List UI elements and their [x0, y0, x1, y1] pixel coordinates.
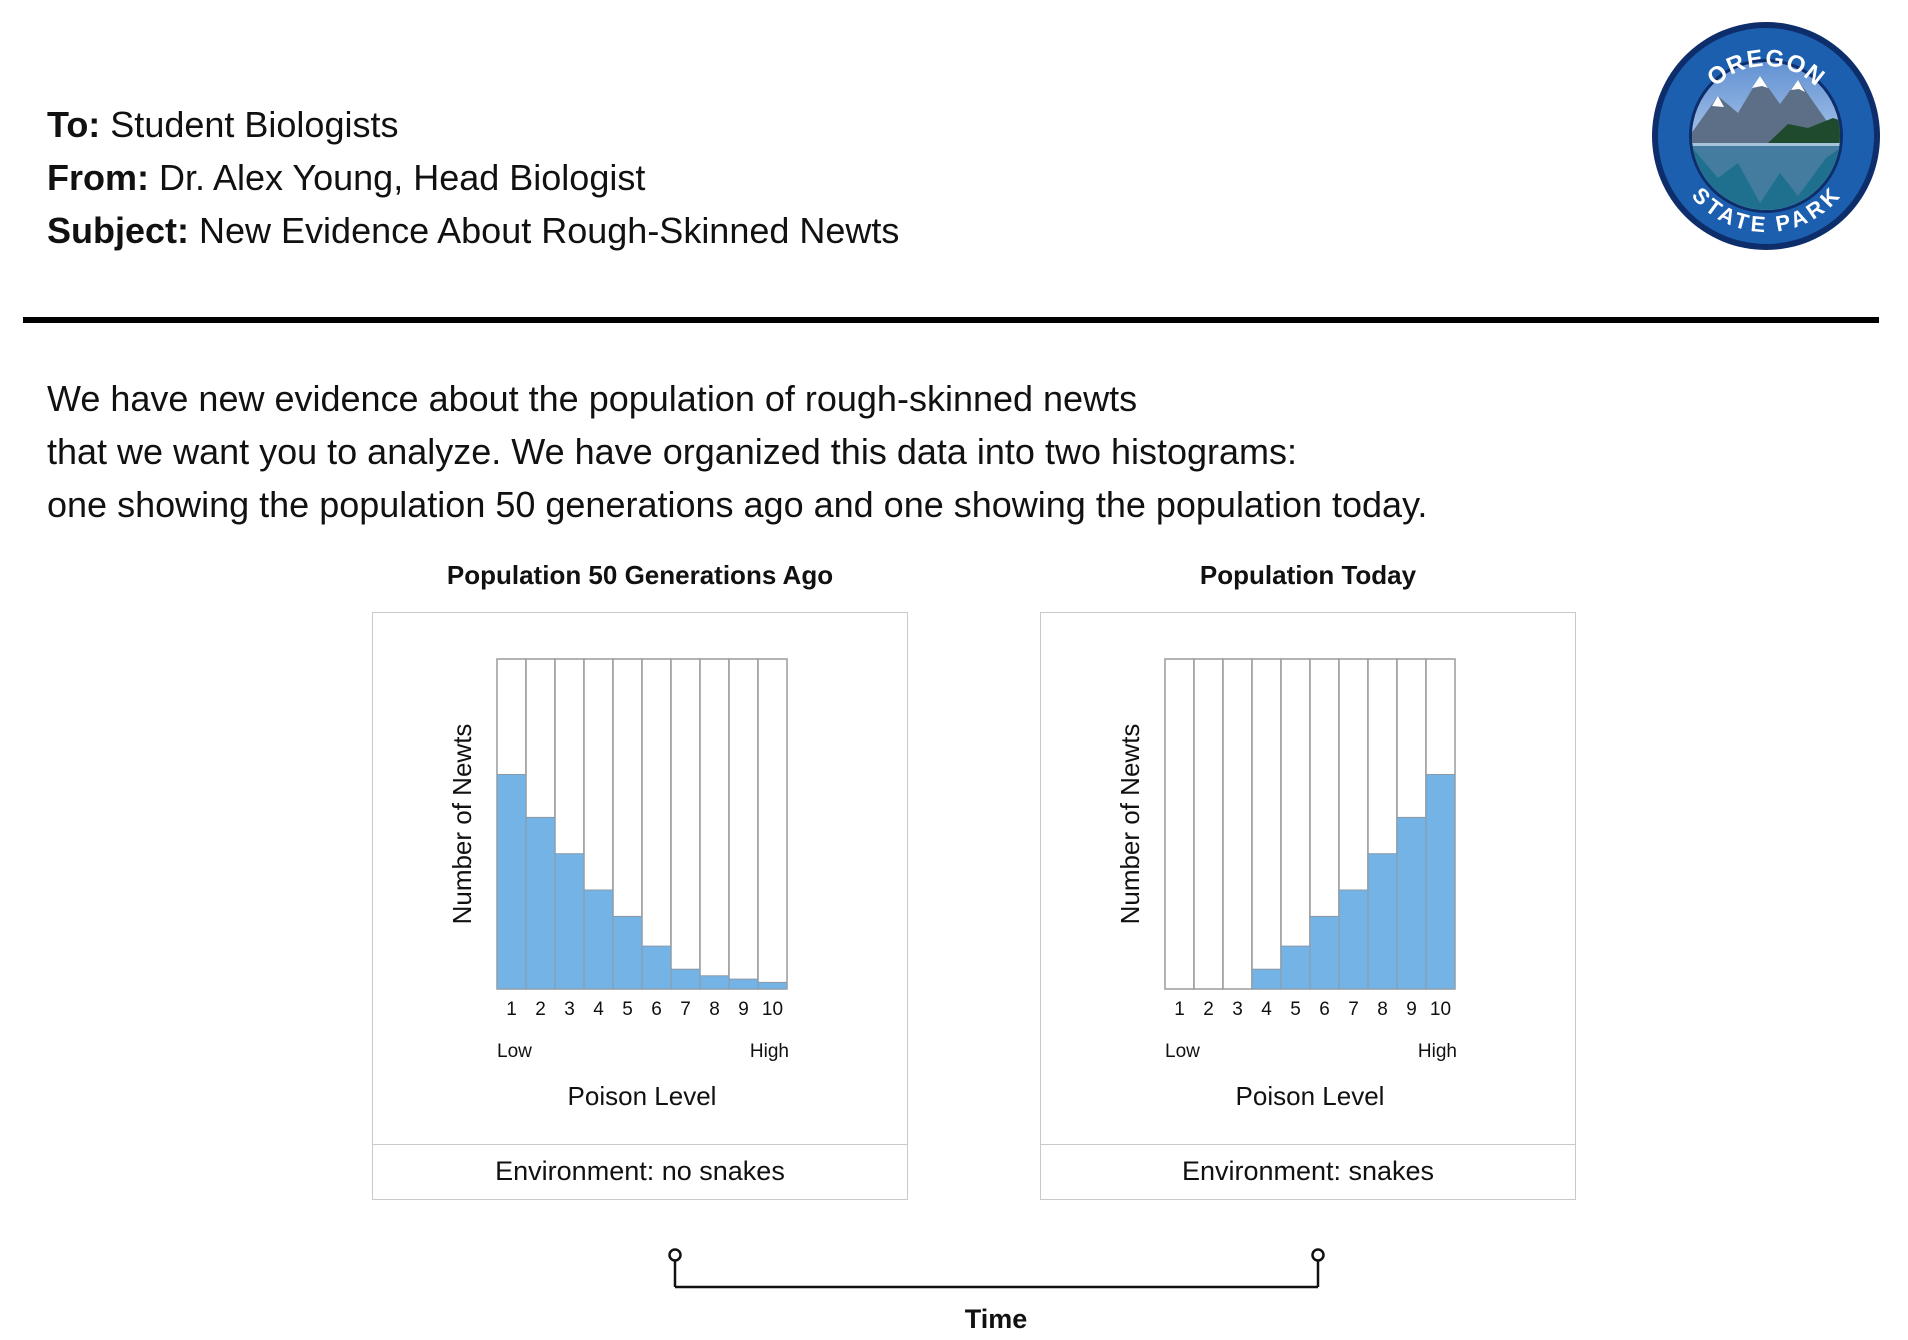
header-divider — [23, 317, 1879, 323]
tick-label-today-9: 9 — [1406, 999, 1417, 1020]
tick-label-today-4: 4 — [1261, 999, 1272, 1020]
environment-label-past: Environment: no snakes — [373, 1144, 907, 1199]
intro-line-2: that we want you to analyze. We have org… — [47, 431, 1298, 472]
tick-label-past-10: 10 — [762, 999, 783, 1020]
tick-label-past-8: 8 — [709, 999, 720, 1020]
bar-past-5 — [612, 915, 643, 990]
timeline-label: Time — [965, 1304, 1028, 1334]
environment-label-today: Environment: snakes — [1041, 1144, 1575, 1199]
bar-past-9 — [728, 978, 759, 990]
tick-label-past-1: 1 — [506, 999, 517, 1020]
bar-past-3 — [554, 853, 585, 990]
memo-subject-row: Subject: New Evidence About Rough-Skinne… — [47, 204, 899, 257]
memo-to-value: Student Biologists — [100, 104, 399, 145]
bar-past-10 — [757, 981, 788, 990]
bar-past-8 — [699, 975, 730, 990]
y-axis-label-past: Number of Newts — [447, 724, 477, 925]
column-past-6 — [641, 658, 672, 990]
tick-label-today-7: 7 — [1348, 999, 1359, 1020]
intro-line-1: We have new evidence about the populatio… — [47, 378, 1138, 419]
tick-label-today-8: 8 — [1377, 999, 1388, 1020]
intro-line-3: one showing the population 50 generation… — [47, 484, 1428, 525]
x-high-label-past: High — [750, 1041, 789, 1062]
column-today-2 — [1193, 658, 1224, 990]
x-axis-label-today: Poison Level — [1236, 1081, 1385, 1111]
tick-label-past-2: 2 — [535, 999, 546, 1020]
histogram-today: 1 2 3 4 5 6 7 8 9 10 Low High Poison Level Number of … — [1115, 658, 1457, 1111]
bar-today-7 — [1338, 889, 1369, 990]
column-past-9 — [728, 658, 759, 990]
memo-from-label: From: — [47, 157, 149, 198]
bar-today-4 — [1251, 968, 1282, 990]
x-low-label-past: Low — [497, 1041, 532, 1062]
tick-label-today-6: 6 — [1319, 999, 1330, 1020]
y-axis-label-today: Number of Newts — [1115, 724, 1145, 925]
memo-from-row: From: Dr. Alex Young, Head Biologist — [47, 151, 899, 204]
memo-from-value: Dr. Alex Young, Head Biologist — [149, 157, 646, 198]
bar-past-7 — [670, 968, 701, 990]
chart-panel-past: 1 2 3 4 5 6 7 8 9 10 Low High Poison Level Number of … — [372, 612, 908, 1200]
tick-label-today-10: 10 — [1430, 999, 1451, 1020]
tick-label-today-5: 5 — [1290, 999, 1301, 1020]
bar-today-10 — [1425, 774, 1456, 990]
memo-header: To: Student Biologists From: Dr. Alex Yo… — [47, 98, 899, 257]
tick-label-past-7: 7 — [680, 999, 691, 1020]
chart-panel-today: 1 2 3 4 5 6 7 8 9 10 Low High Poison Level Number of … — [1040, 612, 1576, 1200]
tick-label-past-4: 4 — [593, 999, 604, 1020]
column-past-7 — [670, 658, 701, 990]
timeline-right-endpoint — [1311, 1248, 1325, 1262]
bar-today-8 — [1367, 853, 1398, 990]
tick-label-past-5: 5 — [622, 999, 633, 1020]
bar-past-1 — [496, 774, 527, 990]
intro-paragraph: We have new evidence about the populatio… — [47, 372, 1427, 531]
column-today-1 — [1164, 658, 1195, 990]
column-today-3 — [1222, 658, 1253, 990]
tick-label-today-3: 3 — [1232, 999, 1243, 1020]
histogram-past: 1 2 3 4 5 6 7 8 9 10 Low High Poison Level Number of … — [447, 658, 789, 1111]
x-axis-label-past: Poison Level — [568, 1081, 717, 1111]
memo-subject-value: New Evidence About Rough-Skinned Newts — [189, 210, 900, 251]
column-today-4 — [1251, 658, 1282, 990]
chart-title-past: Population 50 Generations Ago — [446, 560, 834, 590]
memo-subject-label: Subject: — [47, 210, 190, 251]
tick-label-today-2: 2 — [1203, 999, 1214, 1020]
tick-label-past-6: 6 — [651, 999, 662, 1020]
column-past-8 — [699, 658, 730, 990]
memo-to-row: To: Student Biologists — [47, 98, 899, 151]
chart-title-today: Population Today — [1199, 560, 1417, 590]
x-low-label-today: Low — [1165, 1041, 1200, 1062]
oregon-state-park-seal: OREGON STATE PARK — [1652, 22, 1880, 250]
memo-to-label: To: — [47, 104, 101, 145]
timeline-left-endpoint — [668, 1248, 682, 1262]
column-today-5 — [1280, 658, 1311, 990]
bar-today-5 — [1280, 945, 1311, 990]
tick-label-past-3: 3 — [564, 999, 575, 1020]
x-high-label-today: High — [1418, 1041, 1457, 1062]
bar-past-2 — [525, 816, 556, 990]
bar-past-6 — [641, 945, 672, 990]
bar-past-4 — [583, 889, 614, 990]
bar-today-9 — [1396, 816, 1427, 990]
tick-label-past-9: 9 — [738, 999, 749, 1020]
tick-label-today-1: 1 — [1174, 999, 1185, 1020]
column-past-10 — [757, 658, 788, 990]
bar-today-6 — [1309, 915, 1340, 990]
